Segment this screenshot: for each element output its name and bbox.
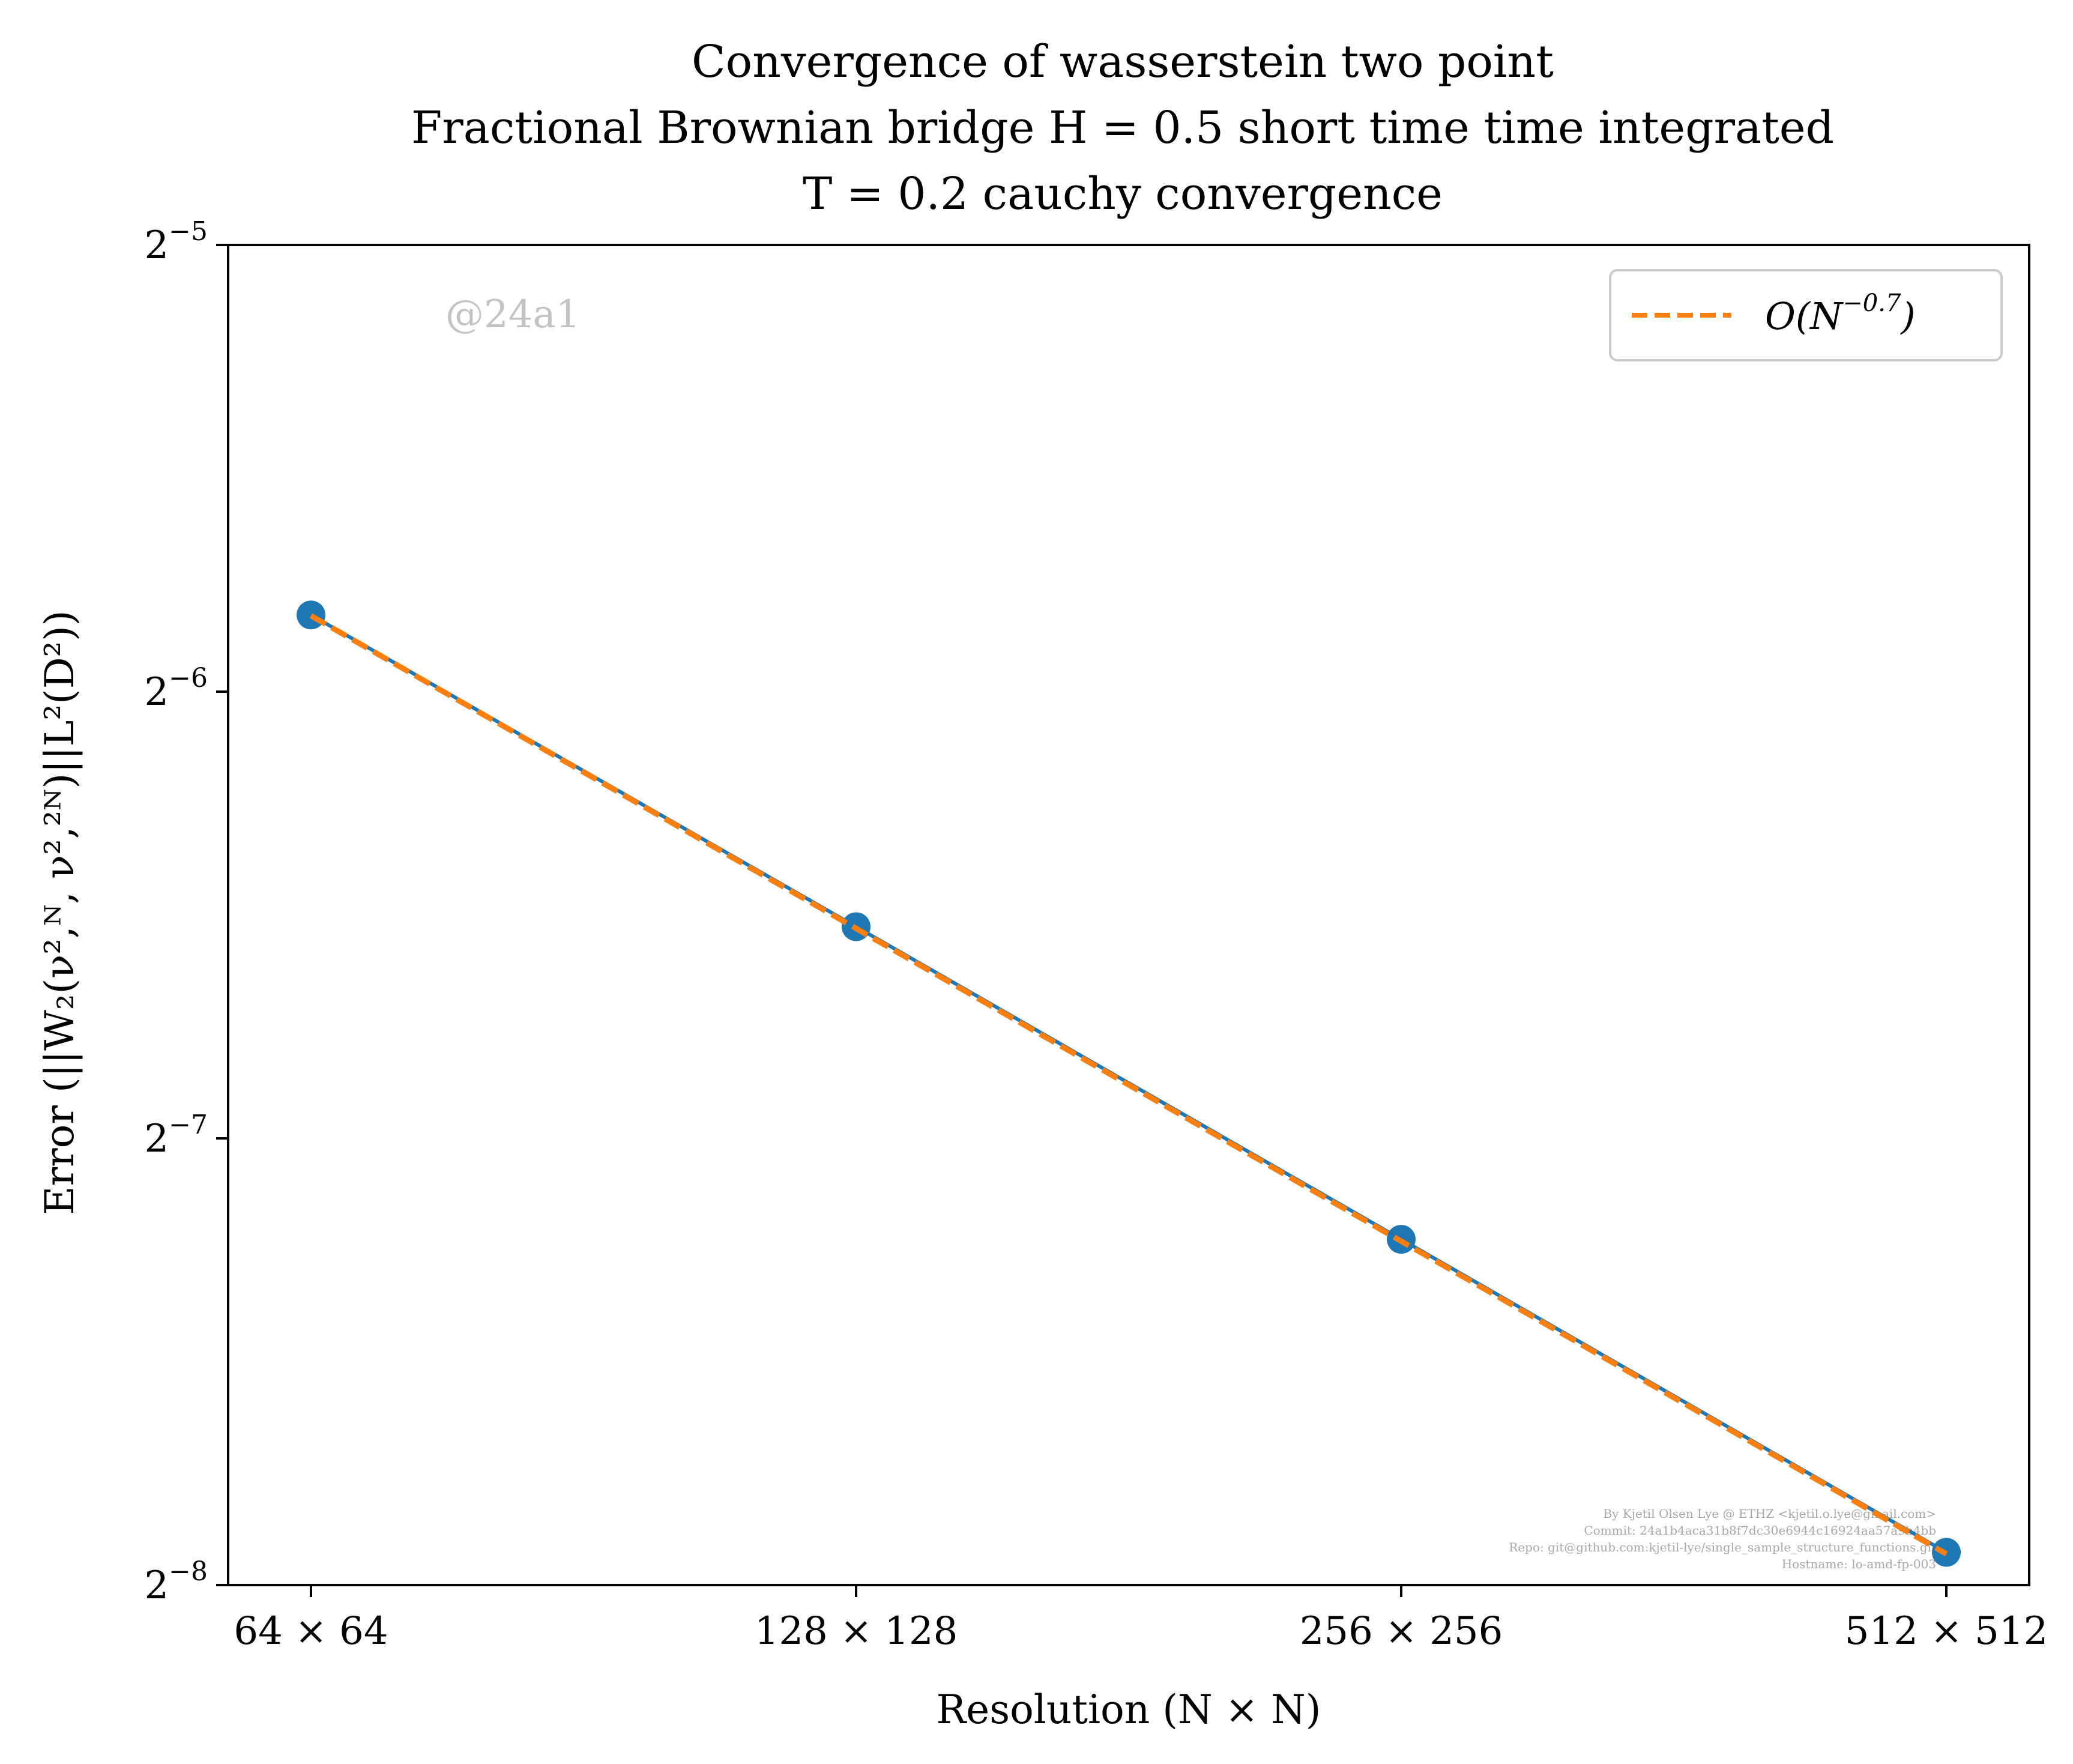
- y-tick-label-exponent: −7: [169, 1110, 208, 1140]
- legend-label-exp: −0.7: [1842, 289, 1901, 317]
- y-axis-ticks: 2−52−62−72−8: [144, 216, 228, 1608]
- chart-title-line-3: T = 0.2 cauchy convergence: [803, 168, 1443, 220]
- y-tick-label-base: 2: [144, 670, 169, 714]
- legend-label-main: O(N: [1765, 294, 1844, 338]
- legend-box: [1609, 269, 2003, 361]
- legend: O(N−0.7): [1609, 269, 2003, 361]
- legend-label: O(N−0.7): [1765, 289, 1916, 338]
- fit-line-overlay: [309, 613, 1948, 1556]
- y-tick-label: 2−6: [144, 663, 208, 714]
- x-axis-label: Resolution (N × N): [936, 1687, 1321, 1733]
- footer-text-block: By Kjetil Olsen Lye @ ETHZ <kjetil.o.lye…: [1509, 1506, 1936, 1571]
- y-axis-label: Error (||W₂(ν²,ᴺ, ν²,²ᴺ)||L²(D²)): [37, 610, 83, 1215]
- series-layer: [297, 600, 1961, 1567]
- y-tick-label-base: 2: [144, 1117, 169, 1161]
- y-tick-label-exponent: −8: [169, 1556, 208, 1587]
- y-tick-label: 2−7: [144, 1110, 208, 1161]
- footer-line-2: Commit: 24a1b4aca31b8f7dc30e6944c16924aa…: [1584, 1523, 1936, 1538]
- y-tick-label-base: 2: [144, 1563, 169, 1608]
- y-tick-label-exponent: −6: [169, 663, 208, 693]
- x-axis-ticks: 64 × 64 128 × 128 256 × 256 512 × 512: [234, 1585, 2048, 1654]
- x-tick-label: 256 × 256: [1300, 1609, 1503, 1654]
- x-tick-label: 512 × 512: [1845, 1609, 2048, 1654]
- legend-label-close: ): [1899, 294, 1915, 338]
- x-tick-label: 128 × 128: [755, 1609, 958, 1654]
- chart-title-line-1: Convergence of wasserstein two point: [692, 36, 1554, 88]
- y-tick-label-exponent: −5: [169, 216, 208, 247]
- chart-title-line-2: Fractional Brownian bridge H = 0.5 short…: [411, 102, 1834, 154]
- x-tick-label: 64 × 64: [234, 1609, 388, 1654]
- plot-area: [227, 244, 2030, 1586]
- footer-line-3: Repo: git@github.com:kjetil-lye/single_s…: [1509, 1540, 1936, 1554]
- y-tick-label: 2−5: [144, 216, 208, 268]
- footer-line-4: Hostname: lo-amd-fp-003: [1782, 1557, 1936, 1571]
- y-tick-label: 2−8: [144, 1556, 208, 1608]
- y-tick-label-base: 2: [144, 223, 169, 268]
- data-point: [297, 600, 325, 630]
- watermark-text: @24a1: [445, 292, 580, 337]
